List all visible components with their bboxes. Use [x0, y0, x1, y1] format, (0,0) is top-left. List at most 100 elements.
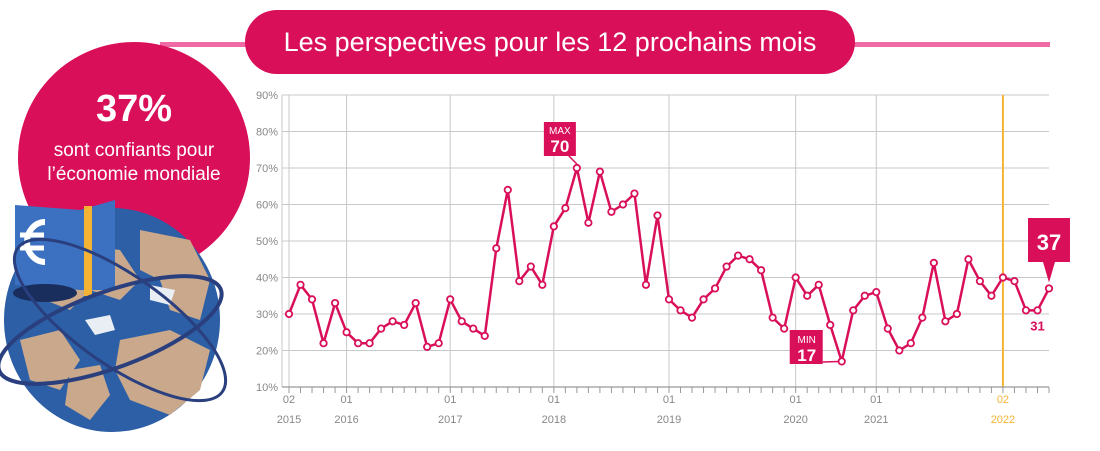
x-tick-month: 01: [790, 394, 802, 406]
data-point: [860, 291, 869, 300]
data-point: [998, 273, 1008, 282]
data-point: [906, 339, 915, 348]
data-point: [791, 273, 800, 282]
x-tick-year: 2018: [542, 414, 566, 426]
x-tick-month: 01: [444, 394, 456, 406]
data-point: [987, 291, 996, 300]
data-point: [630, 189, 639, 198]
x-tick-month: 01: [663, 394, 675, 406]
y-tick-label: 60%: [256, 200, 278, 212]
max-value: 70: [550, 137, 569, 156]
x-tick-month: 01: [340, 394, 352, 406]
data-point: [549, 222, 558, 231]
data-point: [561, 204, 570, 213]
data-point: [307, 295, 317, 304]
min-value: 17: [797, 346, 816, 365]
y-tick-label: 10%: [256, 382, 278, 394]
x-tick-month: 02: [283, 394, 295, 406]
min-pointer: [822, 360, 839, 363]
data-point: [1033, 306, 1042, 315]
y-tick-label: 50%: [256, 236, 278, 248]
data-point: [768, 313, 777, 322]
data-point: [319, 339, 328, 348]
data-point: [365, 339, 374, 348]
y-tick-label: 70%: [256, 163, 278, 175]
globe-euro-icon: [0, 200, 228, 432]
data-point: [952, 309, 961, 319]
x-tick-year: 2017: [438, 414, 462, 426]
data-point: [803, 291, 812, 300]
data-point: [814, 280, 823, 289]
data-point: [975, 277, 985, 286]
data-point: [296, 280, 305, 289]
x-tick-month: 01: [548, 394, 560, 406]
data-point: [895, 346, 904, 355]
data-point: [1021, 306, 1031, 315]
data-point: [664, 295, 674, 304]
data-point: [284, 309, 294, 319]
data-point: [837, 357, 846, 366]
max-pointer: [568, 155, 578, 165]
y-tick-label: 90%: [256, 90, 278, 102]
y-tick-label: 40%: [256, 273, 278, 285]
data-point: [676, 306, 685, 315]
data-point: [434, 339, 443, 348]
x-tick-month: 02: [997, 394, 1009, 406]
data-point: [400, 320, 409, 330]
data-point: [699, 295, 708, 304]
data-point: [641, 280, 651, 289]
data-point: [722, 262, 731, 271]
data-point: [584, 218, 593, 227]
x-tick-year: 2015: [277, 414, 301, 426]
data-point: [687, 313, 697, 322]
data-point: [503, 185, 512, 194]
min-badge: [789, 330, 823, 364]
max-badge: [543, 122, 576, 156]
current-value: 37: [1037, 230, 1061, 255]
data-point: [330, 298, 340, 308]
x-tick-year: 2019: [657, 414, 681, 426]
data-point: [342, 328, 351, 337]
data-point: [457, 317, 466, 326]
data-point: [353, 339, 363, 348]
data-point: [1044, 284, 1054, 293]
data-point: [849, 306, 858, 315]
current-badge: [1028, 218, 1070, 262]
data-point: [411, 298, 420, 308]
data-point: [526, 262, 535, 271]
data-point: [883, 324, 892, 333]
highlight-value: 37%: [95, 88, 173, 130]
data-point: [733, 251, 743, 260]
min-label: MIN: [798, 335, 816, 346]
y-tick-label: 20%: [256, 346, 278, 358]
data-point: [653, 211, 662, 220]
x-tick-year: 2016: [334, 414, 358, 426]
data-point: [941, 317, 950, 326]
y-tick-label: 80%: [256, 127, 278, 139]
x-tick-month: 01: [870, 394, 882, 406]
chart-title: Les perspectives pour les 12 prochains m…: [245, 10, 855, 74]
data-point: [745, 255, 754, 264]
data-point: [515, 277, 524, 286]
data-point: [757, 266, 766, 275]
previous-value: 31: [1030, 318, 1044, 333]
data-point: [780, 324, 789, 333]
max-label: MAX: [549, 126, 571, 137]
data-point: [872, 287, 881, 297]
data-point: [572, 163, 581, 173]
data-point: [480, 331, 489, 340]
data-point: [423, 342, 432, 351]
data-point: [929, 258, 938, 267]
current-pointer: [1043, 262, 1055, 283]
data-point: [710, 284, 720, 293]
data-point: [538, 280, 547, 289]
highlight-text: sont confiants pour l’économie mondiale: [18, 139, 250, 187]
data-point: [618, 200, 628, 209]
highlight-line-2: l’économie mondiale: [47, 164, 221, 185]
data-point: [607, 207, 616, 216]
x-tick-year: 2021: [864, 414, 888, 426]
data-point: [918, 313, 927, 322]
data-point: [388, 317, 397, 326]
data-point: [377, 324, 386, 333]
